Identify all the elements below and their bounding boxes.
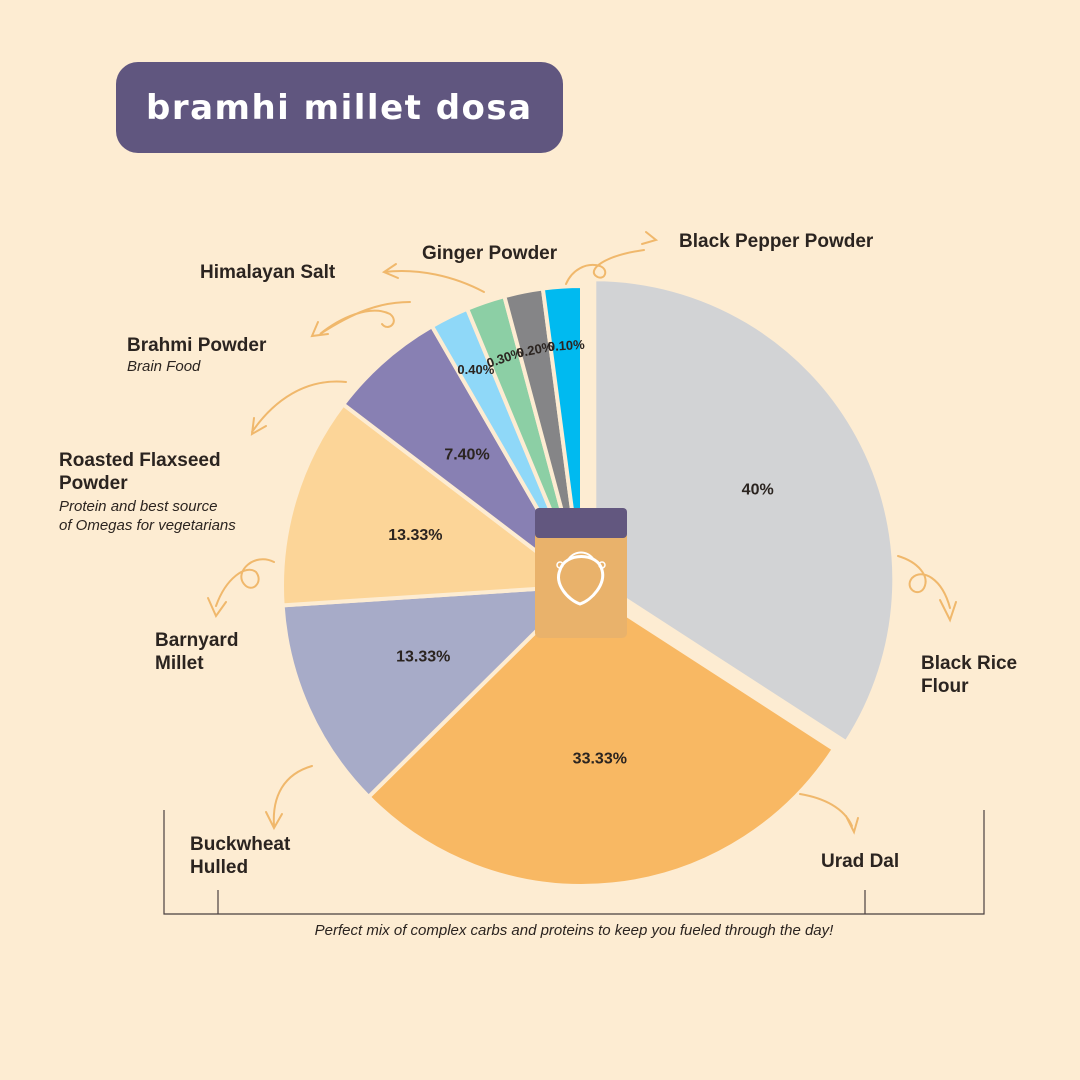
slice-percent-label: 40% — [742, 482, 774, 499]
callout-arrow — [897, 555, 957, 623]
slice-percent-label: 0.10% — [547, 337, 585, 354]
pie-slice — [340, 323, 584, 588]
slice-percent-label: 7.40% — [444, 447, 489, 464]
callout-arrow — [310, 301, 411, 338]
label-urad-dal: Urad Dal — [821, 851, 900, 872]
callout-arrow — [799, 793, 859, 835]
callout-arrow — [381, 263, 485, 293]
label-buckwheat-hulled: Buckwheat Hulled — [190, 834, 291, 878]
label-barnyard-millet: Barnyard Millet — [155, 630, 239, 674]
note-roasted-flaxseed: Protein and best source of Omegas for ve… — [59, 498, 236, 534]
pie-slice — [365, 583, 837, 888]
pie-slice — [592, 277, 897, 746]
bracket-line — [163, 810, 985, 915]
callout-arrow — [207, 558, 275, 619]
note-brahmi-powder: Brain Food — [127, 358, 201, 375]
slice-percent-label: 13.33% — [396, 648, 450, 665]
chart-title: bramhi millet dosa — [146, 87, 533, 128]
pie-slice — [280, 401, 588, 608]
label-ginger-powder: Ginger Powder — [422, 243, 558, 264]
slice-percent-label: 13.33% — [388, 527, 442, 544]
product-pouch-icon — [535, 508, 627, 638]
label-black-rice-flour: Black Rice Flour — [921, 653, 1018, 697]
slice-percent-label: 33.33% — [573, 750, 627, 767]
callout-arrow — [250, 380, 347, 436]
slice-percent-label: 0.20% — [515, 339, 555, 361]
footnote: Perfect mix of complex carbs and protein… — [314, 922, 834, 939]
bracket-tick — [217, 890, 866, 914]
callout-arrow — [265, 765, 313, 831]
pie-slice — [280, 583, 588, 800]
label-roasted-flaxseed: Roasted Flaxseed Powder — [59, 450, 221, 494]
callout-arrow — [565, 231, 659, 285]
label-brahmi-powder: Brahmi Powder — [127, 335, 267, 356]
title-banner: bramhi millet dosa — [116, 62, 563, 153]
label-black-pepper-powder: Black Pepper Powder — [679, 231, 874, 252]
slice-percent-label: 0.40% — [457, 362, 494, 377]
label-himalayan-salt: Himalayan Salt — [200, 262, 336, 283]
